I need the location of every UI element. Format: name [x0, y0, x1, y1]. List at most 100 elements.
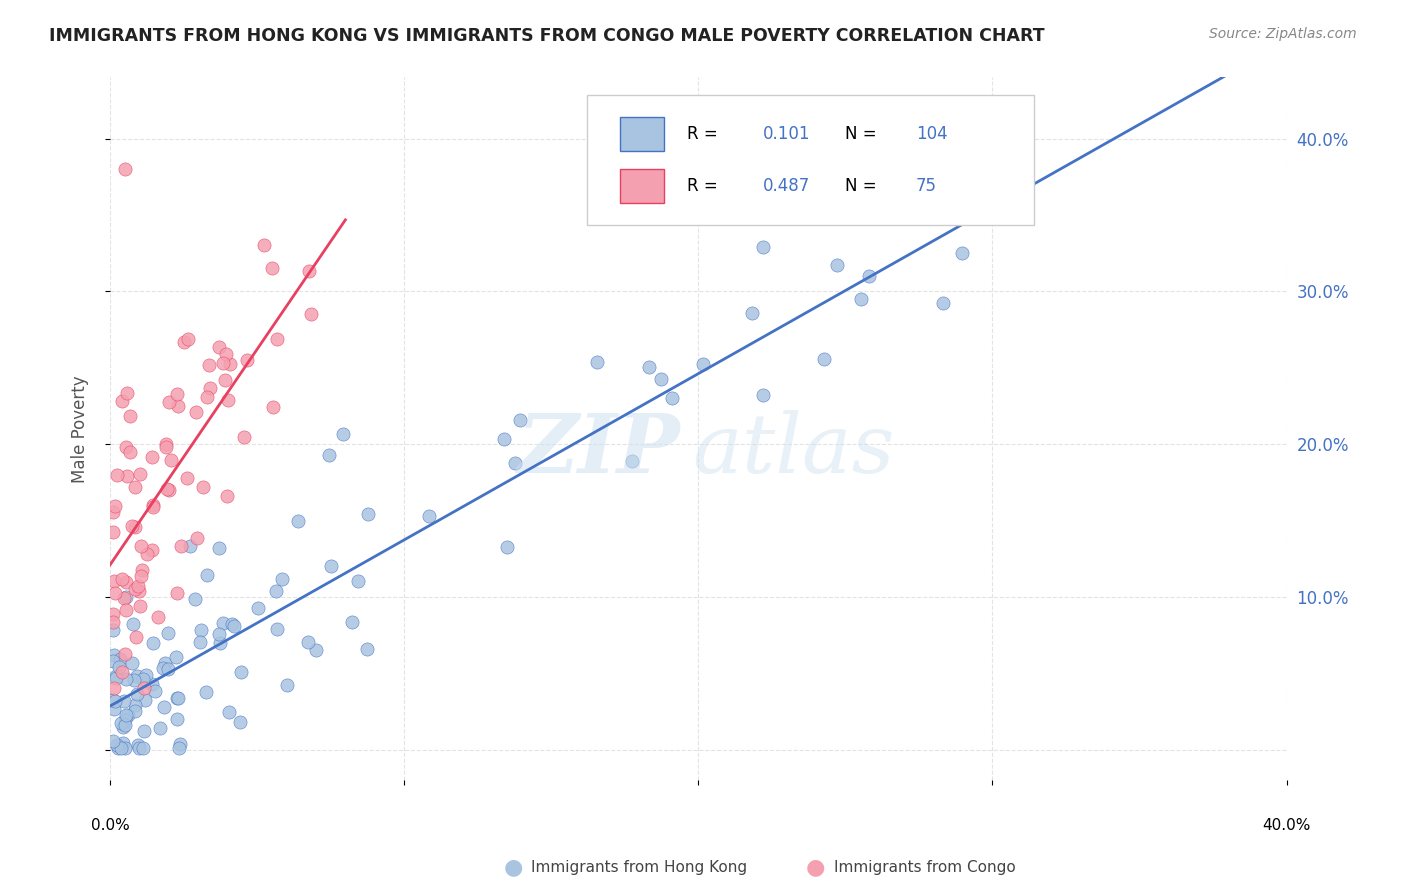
Point — [198, 381, 221, 395]
Point — [298, 263, 321, 277]
Point — [166, 400, 188, 414]
Point — [299, 306, 322, 320]
Point — [111, 736, 134, 750]
Point — [813, 352, 835, 367]
Point — [141, 676, 163, 690]
Point — [215, 347, 238, 361]
Point — [318, 448, 340, 462]
Point — [208, 636, 231, 650]
Point — [858, 268, 880, 283]
Text: atlas: atlas — [692, 409, 894, 490]
Point — [166, 690, 188, 705]
Point — [115, 469, 138, 483]
Point — [104, 668, 127, 682]
Point — [305, 643, 328, 657]
Point — [142, 500, 165, 514]
Point — [114, 603, 136, 617]
Point — [112, 591, 135, 605]
Text: Immigrants from Hong Kong: Immigrants from Hong Kong — [531, 860, 748, 874]
Point — [160, 452, 183, 467]
Point — [197, 358, 219, 372]
Point — [661, 391, 683, 405]
Point — [132, 741, 155, 756]
Point — [356, 641, 378, 656]
Point — [176, 471, 198, 485]
Point — [495, 540, 517, 554]
Point — [166, 712, 188, 726]
Point — [128, 741, 150, 756]
Point — [149, 721, 172, 735]
Point — [166, 691, 188, 706]
Point — [105, 738, 128, 752]
Point — [111, 393, 134, 408]
Point — [357, 507, 380, 521]
Point — [124, 479, 146, 493]
Point — [212, 616, 235, 631]
Point — [132, 681, 155, 696]
Point — [136, 547, 159, 561]
Point — [212, 356, 235, 370]
Point — [166, 387, 188, 401]
Point — [111, 665, 134, 680]
Point — [103, 574, 125, 588]
Point — [115, 575, 138, 590]
Text: Source: ZipAtlas.com: Source: ZipAtlas.com — [1209, 27, 1357, 41]
Point — [101, 607, 124, 621]
Point — [118, 444, 141, 458]
Point — [115, 708, 138, 723]
Point — [152, 661, 174, 675]
Point — [195, 685, 218, 699]
Point — [114, 162, 136, 177]
Point — [110, 716, 132, 731]
Point — [104, 694, 127, 708]
Point — [112, 693, 135, 707]
Point — [340, 615, 363, 629]
Point — [166, 586, 188, 600]
Point — [153, 700, 176, 714]
Point — [931, 295, 953, 310]
Point — [127, 738, 149, 752]
Point — [115, 672, 138, 686]
Point — [229, 714, 252, 729]
Point — [208, 340, 231, 354]
Point — [509, 413, 531, 427]
Point — [114, 718, 136, 732]
Point — [505, 456, 527, 470]
Point — [125, 669, 148, 683]
Text: 0.0%: 0.0% — [91, 818, 129, 833]
Text: R =: R = — [686, 177, 723, 194]
Point — [188, 634, 211, 648]
Point — [177, 333, 200, 347]
Text: ●: ● — [806, 857, 825, 877]
Point — [142, 498, 165, 512]
Point — [101, 693, 124, 707]
Point — [122, 617, 145, 632]
Point — [266, 622, 288, 636]
Point — [332, 426, 354, 441]
Point — [114, 647, 136, 661]
Text: ZIP: ZIP — [517, 409, 681, 490]
Text: ●: ● — [503, 857, 523, 877]
Point — [825, 258, 848, 272]
Point — [191, 480, 214, 494]
Point — [125, 687, 148, 701]
Point — [156, 626, 179, 640]
Point — [235, 353, 257, 368]
Point — [321, 559, 343, 574]
Point — [153, 656, 176, 670]
Point — [103, 702, 125, 716]
Point — [115, 386, 138, 401]
Point — [124, 520, 146, 534]
Point — [124, 698, 146, 713]
Point — [105, 467, 128, 482]
Text: 40.0%: 40.0% — [1263, 818, 1310, 833]
Text: Immigrants from Congo: Immigrants from Congo — [834, 860, 1015, 874]
Point — [146, 610, 169, 624]
Point — [124, 704, 146, 718]
Point — [155, 482, 177, 496]
Point — [297, 635, 319, 649]
Point — [157, 483, 180, 497]
Point — [215, 489, 238, 503]
Point — [103, 648, 125, 663]
Point — [157, 663, 180, 677]
